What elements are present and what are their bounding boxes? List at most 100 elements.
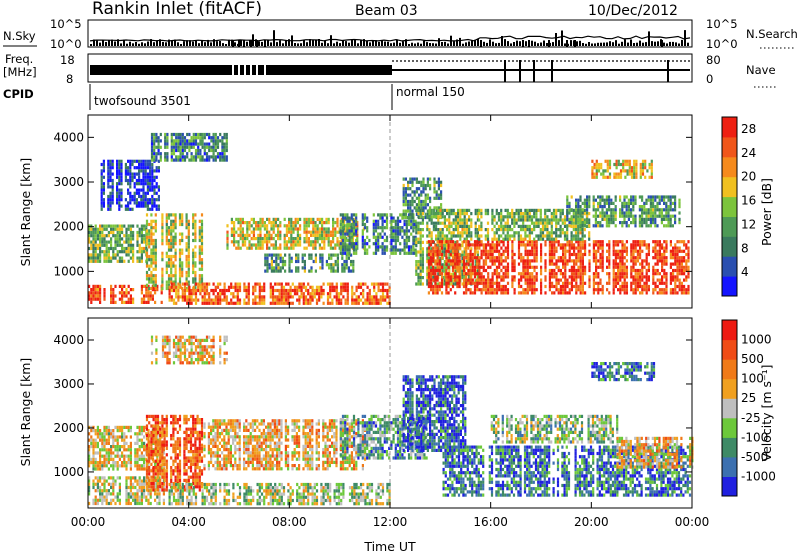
power-cell: [476, 231, 479, 235]
power-cell: [469, 291, 472, 295]
power-cell: [630, 259, 633, 263]
power-cell: [153, 191, 156, 195]
power-cell: [138, 227, 141, 231]
freq-gap: [264, 64, 266, 76]
power-cell: [506, 240, 510, 244]
power-cell: [363, 213, 367, 217]
power-cell: [511, 278, 514, 282]
power-cell: [241, 233, 244, 237]
power-cell: [377, 301, 380, 305]
power-cell: [175, 158, 178, 162]
power-cell: [100, 198, 103, 202]
nsky-bar: [666, 43, 668, 46]
power-cell: [676, 246, 679, 250]
power-cell: [99, 259, 102, 263]
power-cell: [396, 222, 400, 227]
power-cell: [146, 191, 149, 195]
power-cell: [454, 218, 457, 222]
power-cell: [459, 224, 462, 228]
power-cell: [517, 208, 520, 212]
power-cell: [210, 155, 213, 159]
power-cell: [530, 208, 534, 212]
power-cell: [467, 288, 470, 292]
power-cell: [129, 237, 132, 241]
power-cell: [436, 268, 439, 273]
nsky-bar: [486, 42, 488, 46]
power-cell: [528, 249, 532, 253]
power-cell: [636, 249, 639, 253]
power-cell: [461, 250, 464, 254]
power-cell: [304, 295, 308, 299]
power-cell: [379, 301, 382, 305]
power-cell: [440, 252, 444, 257]
power-cell: [237, 227, 240, 231]
power-cell: [280, 285, 283, 289]
power-cell: [476, 212, 479, 216]
power-cell: [145, 291, 148, 295]
power-cell: [341, 235, 345, 239]
power-cell: [236, 285, 239, 289]
power-cell: [256, 295, 259, 299]
power-cell: [143, 246, 146, 251]
power-cell: [140, 237, 143, 241]
power-cell: [634, 275, 637, 279]
power-cell: [595, 288, 598, 292]
power-cell: [181, 282, 184, 286]
nsky-drop: [522, 40, 524, 47]
power-cell: [183, 139, 187, 143]
power-cell: [92, 227, 95, 231]
nsky-bar: [372, 40, 374, 46]
power-cell: [449, 243, 452, 247]
power-cell: [377, 282, 380, 286]
power-cell: [498, 243, 501, 247]
power-cell: [656, 291, 659, 295]
power-cell: [263, 295, 266, 299]
power-cell: [127, 246, 130, 251]
power-cell: [216, 282, 220, 286]
power-cell: [271, 295, 275, 299]
power-cell: [246, 233, 249, 237]
power-cell: [150, 145, 154, 149]
power-cell: [154, 267, 157, 271]
power-cell: [553, 272, 556, 276]
power-cell: [409, 212, 412, 216]
power-cell: [214, 145, 217, 149]
nsky-bar: [642, 42, 644, 46]
power-cell: [526, 243, 529, 247]
power-cell: [100, 185, 103, 189]
power-cell: [325, 217, 328, 221]
power-cell: [375, 292, 378, 296]
power-cell: [508, 228, 512, 232]
power-cell: [127, 224, 130, 228]
power-cell: [531, 265, 534, 269]
nsky-bar: [201, 40, 203, 46]
power-cell: [214, 148, 217, 153]
power-cell: [535, 208, 538, 212]
power-cell: [473, 256, 477, 260]
power-cell: [491, 240, 494, 244]
power-cell: [619, 249, 622, 253]
power-cell: [612, 284, 615, 289]
power-cell: [161, 267, 164, 271]
power-cell: [257, 237, 260, 241]
power-cell: [241, 237, 244, 241]
nsky-bar: [456, 39, 458, 46]
power-cell: [465, 246, 468, 250]
power-cell: [170, 282, 173, 286]
power-cell: [482, 268, 485, 273]
power-cell: [528, 237, 531, 241]
power-cell: [502, 231, 505, 235]
power-cell: [283, 217, 286, 221]
power-cell: [109, 207, 112, 211]
power-cell: [407, 219, 411, 223]
power-cell: [198, 232, 201, 236]
power-cell: [413, 177, 416, 181]
nsky-bar: [435, 43, 437, 46]
power-cell: [417, 272, 420, 276]
power-cell: [669, 265, 672, 269]
nsky-bar: [645, 42, 647, 46]
power-cell: [480, 252, 483, 257]
power-cell: [155, 166, 158, 170]
cpid-label: CPID: [3, 87, 34, 101]
nsky-bar: [318, 39, 320, 46]
